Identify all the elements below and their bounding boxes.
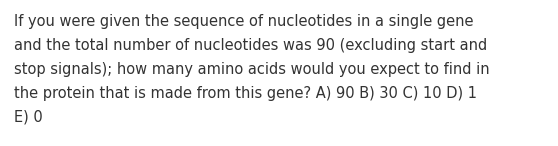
Text: and the total number of nucleotides was 90 (excluding start and: and the total number of nucleotides was … xyxy=(14,38,487,53)
Text: If you were given the sequence of nucleotides in a single gene: If you were given the sequence of nucleo… xyxy=(14,14,474,29)
Text: E) 0: E) 0 xyxy=(14,110,43,125)
Text: the protein that is made from this gene? A) 90 B) 30 C) 10 D) 1: the protein that is made from this gene?… xyxy=(14,86,477,101)
Text: stop signals); how many amino acids would you expect to find in: stop signals); how many amino acids woul… xyxy=(14,62,489,77)
